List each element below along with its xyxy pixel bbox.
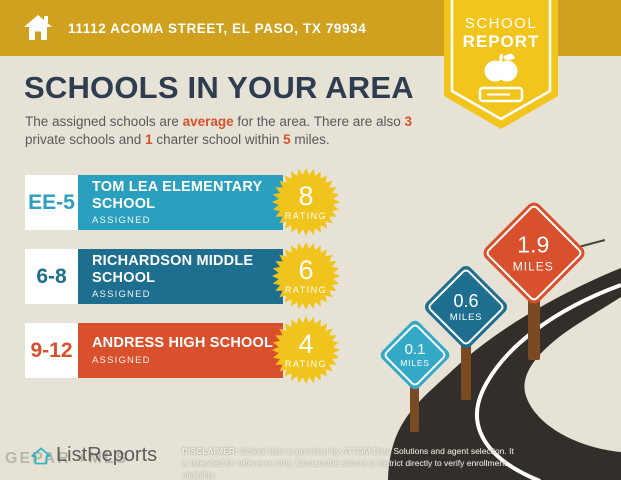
intro-text: private schools and: [25, 132, 146, 148]
disclaimer-text: DISCLAIMER: School data is provided by A…: [182, 446, 514, 480]
badge-line-report: REPORT: [462, 32, 540, 51]
road-shape: [388, 268, 621, 480]
assigned-label: ASSIGNED: [92, 288, 151, 300]
rating-label: RATING: [284, 211, 328, 221]
distance-unit: MILES: [449, 311, 483, 323]
school-row-elementary: EE-5 TOM LEA ELEMENTARY SCHOOL ASSIGNED …: [25, 168, 340, 236]
rating-value: 6: [298, 255, 314, 285]
intro-paragraph: The assigned schools are average for the…: [25, 113, 433, 149]
intro-highlight-private-count: 3: [404, 114, 413, 129]
page-title: SCHOOLS IN YOUR AREA: [24, 70, 414, 105]
rating-label: RATING: [284, 285, 328, 295]
road-center-stripe: [475, 283, 621, 480]
sign-post: [410, 368, 419, 432]
school-name: RICHARDSON MIDDLE SCHOOL: [92, 253, 254, 286]
intro-text: for the area. There are also: [233, 114, 405, 129]
distance-value: 1.9: [518, 231, 550, 258]
grade-range-badge: EE-5: [25, 175, 78, 230]
intro-highlight-average: average: [182, 114, 234, 129]
property-address: 11112 ACOMA STREET, EL PASO, TX 79934: [68, 20, 367, 36]
assigned-label: ASSIGNED: [92, 354, 151, 366]
school-row-high: 9-12 ANDRESS HIGH SCHOOL ASSIGNED 4 RATI…: [25, 316, 340, 384]
distance-value: 0.6: [453, 290, 479, 311]
badge-line-school: SCHOOL: [464, 15, 538, 32]
intro-highlight-miles: 5: [283, 132, 291, 148]
listreports-wordmark: ListReports: [56, 444, 158, 466]
house-icon: [22, 12, 54, 44]
rating-starburst: 4 RATING: [272, 316, 340, 384]
school-bar: TOM LEA ELEMENTARY SCHOOL ASSIGNED: [78, 175, 283, 230]
school-report-badge: SCHOOL REPORT: [444, 0, 558, 140]
rating-starburst: 8 RATING: [272, 168, 340, 236]
apple-on-book-icon: [478, 53, 524, 103]
school-name: ANDRESS HIGH SCHOOL: [92, 335, 274, 352]
intro-text: charter school within: [152, 132, 284, 148]
school-bar: ANDRESS HIGH SCHOOL ASSIGNED: [78, 323, 283, 378]
school-list: EE-5 TOM LEA ELEMENTARY SCHOOL ASSIGNED …: [25, 168, 340, 397]
school-name: TOM LEA ELEMENTARY SCHOOL: [92, 179, 263, 212]
distance-unit: MILES: [400, 358, 430, 369]
intro-highlight-charter-count: 1: [145, 132, 153, 148]
distance-unit: MILES: [513, 259, 555, 274]
distance-value: 0.1: [404, 341, 426, 359]
grade-range-badge: 6-8: [25, 249, 78, 304]
assigned-label: ASSIGNED: [92, 214, 151, 226]
rating-label: RATING: [284, 359, 328, 369]
school-row-middle: 6-8 RICHARDSON MIDDLE SCHOOL ASSIGNED 6 …: [25, 242, 340, 310]
intro-text: miles.: [290, 132, 330, 148]
listreports-logo: ListReports: [30, 444, 157, 467]
intro-text: The assigned schools are: [25, 114, 183, 129]
badge-ribbon-shape: [444, 0, 558, 129]
listreports-house-icon: [31, 447, 51, 464]
rating-starburst: 6 RATING: [272, 242, 340, 310]
sign-post: [461, 328, 471, 400]
grade-range-badge: 9-12: [25, 323, 78, 378]
disclaimer-label: DISCLAIMER:: [182, 446, 238, 456]
rating-value: 4: [298, 329, 314, 359]
school-bar: RICHARDSON MIDDLE SCHOOL ASSIGNED: [78, 249, 283, 304]
rating-value: 8: [298, 181, 314, 211]
